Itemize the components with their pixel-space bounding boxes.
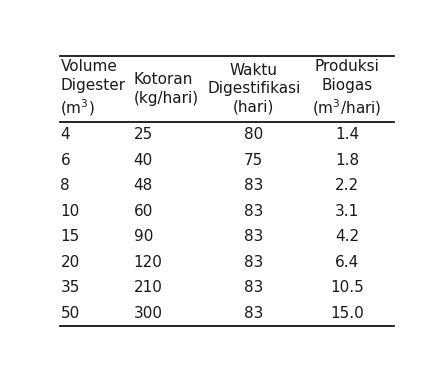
Text: Kotoran
(kg/hari): Kotoran (kg/hari) xyxy=(134,72,199,106)
Text: 120: 120 xyxy=(134,255,163,270)
Text: 15: 15 xyxy=(60,229,80,244)
Text: 2.2: 2.2 xyxy=(335,178,359,193)
Text: 20: 20 xyxy=(60,255,80,270)
Text: 83: 83 xyxy=(244,306,264,321)
Text: 6: 6 xyxy=(60,152,70,168)
Text: 48: 48 xyxy=(134,178,153,193)
Text: 35: 35 xyxy=(60,280,80,295)
Text: 83: 83 xyxy=(244,229,264,244)
Text: 90: 90 xyxy=(134,229,153,244)
Text: 83: 83 xyxy=(244,255,264,270)
Text: 83: 83 xyxy=(244,204,264,219)
Text: 25: 25 xyxy=(134,127,153,142)
Text: 10: 10 xyxy=(60,204,80,219)
Text: 4: 4 xyxy=(60,127,70,142)
Text: 3.1: 3.1 xyxy=(335,204,359,219)
Text: Produksi
Biogas
(m$^3$/hari): Produksi Biogas (m$^3$/hari) xyxy=(312,59,382,119)
Text: Volume
Digester
(m$^3$): Volume Digester (m$^3$) xyxy=(60,59,126,119)
Text: 83: 83 xyxy=(244,280,264,295)
Text: 8: 8 xyxy=(60,178,70,193)
Text: 80: 80 xyxy=(244,127,263,142)
Text: 4.2: 4.2 xyxy=(335,229,359,244)
Text: 300: 300 xyxy=(134,306,163,321)
Text: 10.5: 10.5 xyxy=(330,280,364,295)
Text: 210: 210 xyxy=(134,280,163,295)
Text: 1.8: 1.8 xyxy=(335,152,359,168)
Text: 40: 40 xyxy=(134,152,153,168)
Text: 1.4: 1.4 xyxy=(335,127,359,142)
Text: 75: 75 xyxy=(244,152,263,168)
Text: Waktu
Digestifikasi
(hari): Waktu Digestifikasi (hari) xyxy=(207,63,301,115)
Text: 6.4: 6.4 xyxy=(335,255,359,270)
Text: 50: 50 xyxy=(60,306,80,321)
Text: 15.0: 15.0 xyxy=(330,306,364,321)
Text: 60: 60 xyxy=(134,204,153,219)
Text: 83: 83 xyxy=(244,178,264,193)
